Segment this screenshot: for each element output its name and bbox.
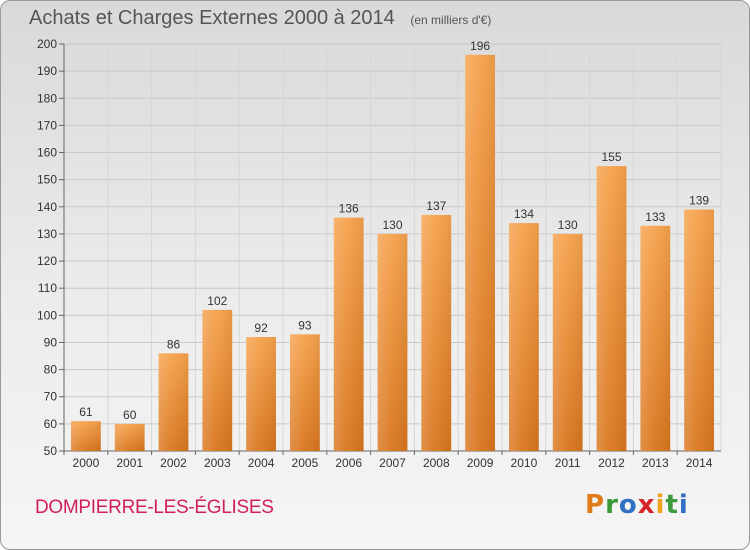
y-tick-label: 70	[44, 390, 58, 404]
x-tick-label: 2002	[160, 456, 187, 470]
x-tick-label: 2000	[73, 456, 100, 470]
bars	[71, 54, 714, 451]
data-label: 92	[254, 321, 268, 335]
city-name: DOMPIERRE-LES-ÉGLISES	[35, 497, 274, 518]
bar-highlight	[246, 337, 276, 451]
logo-letter: i	[678, 490, 689, 520]
bar-highlight	[640, 225, 671, 451]
axes: 50 60 70 80 90 100 110 120 130 140 150 160 170 180 190…	[37, 37, 721, 470]
x-tick-label: 2009	[467, 456, 494, 470]
bar-highlight	[290, 334, 320, 451]
y-tick-label: 60	[44, 417, 58, 431]
bar-highlight	[465, 54, 495, 451]
y-tick-label: 160	[37, 146, 57, 160]
y-tick-label: 150	[37, 173, 57, 187]
data-label: 130	[382, 218, 402, 232]
y-tick-label: 140	[37, 200, 57, 214]
data-label: 196	[470, 39, 490, 53]
bar-highlight	[377, 233, 408, 451]
chart-title-text: Achats et Charges Externes 2000 à 2014	[29, 7, 395, 29]
bar-highlight	[114, 423, 145, 451]
y-tick-label: 90	[44, 335, 58, 349]
y-tick-label: 170	[37, 118, 57, 132]
bar-highlight	[71, 421, 101, 451]
data-labels: 61 60 86 102 92 93 136 130 137 196 134 130 155 133 139	[79, 39, 709, 422]
logo-letter: t	[665, 490, 679, 520]
logo-letter: P	[585, 490, 606, 520]
logo-letter: x	[637, 490, 656, 520]
y-tick-label: 100	[37, 308, 57, 322]
y-tick-label: 190	[37, 64, 57, 78]
proxiti-logo[interactable]: Proxiti	[585, 490, 689, 520]
bar-highlight	[552, 233, 583, 451]
y-tick-label: 180	[37, 91, 57, 105]
data-label: 93	[298, 318, 312, 332]
x-tick-label: 2013	[642, 456, 669, 470]
x-tick-label: 2001	[116, 456, 143, 470]
data-label: 136	[339, 202, 359, 216]
data-label: 139	[689, 194, 709, 208]
x-tick-label: 2008	[423, 456, 450, 470]
bar-highlight	[684, 209, 714, 451]
x-tick-label: 2012	[598, 456, 625, 470]
logo-letter: o	[618, 490, 638, 520]
data-label: 61	[79, 405, 93, 419]
x-tick-label: 2003	[204, 456, 231, 470]
bar-highlight	[596, 166, 627, 451]
y-tick-label: 120	[37, 254, 57, 268]
logo-letter: r	[605, 490, 619, 520]
data-label: 102	[207, 294, 227, 308]
data-label: 130	[558, 218, 578, 232]
data-label: 155	[601, 150, 621, 164]
y-tick-label: 200	[37, 37, 57, 51]
x-tick-label: 2006	[335, 456, 362, 470]
bar-highlight	[509, 223, 539, 451]
y-tick-label: 50	[44, 444, 58, 458]
bar-highlight	[202, 309, 233, 451]
chart-subtitle: (en milliers d'€)	[410, 13, 492, 27]
y-tick-label: 110	[38, 281, 57, 295]
bar-highlight	[158, 353, 189, 451]
y-tick-label: 130	[37, 227, 57, 241]
x-tick-label: 2007	[379, 456, 406, 470]
chart-title: Achats et Charges Externes 2000 à 2014 (…	[29, 7, 491, 30]
x-tick-label: 2010	[511, 456, 538, 470]
bar-highlight	[421, 214, 452, 451]
x-tick-label: 2005	[292, 456, 319, 470]
data-label: 60	[123, 408, 137, 422]
y-tick-label: 80	[44, 363, 58, 377]
logo-letter: i	[655, 490, 666, 520]
data-label: 86	[167, 337, 181, 351]
x-tick-label: 2004	[248, 456, 275, 470]
data-label: 134	[514, 207, 534, 221]
bar-highlight	[333, 217, 364, 451]
data-label: 137	[426, 199, 446, 213]
x-tick-label: 2011	[555, 456, 581, 470]
x-tick-label: 2014	[686, 456, 713, 470]
data-label: 133	[645, 210, 665, 224]
